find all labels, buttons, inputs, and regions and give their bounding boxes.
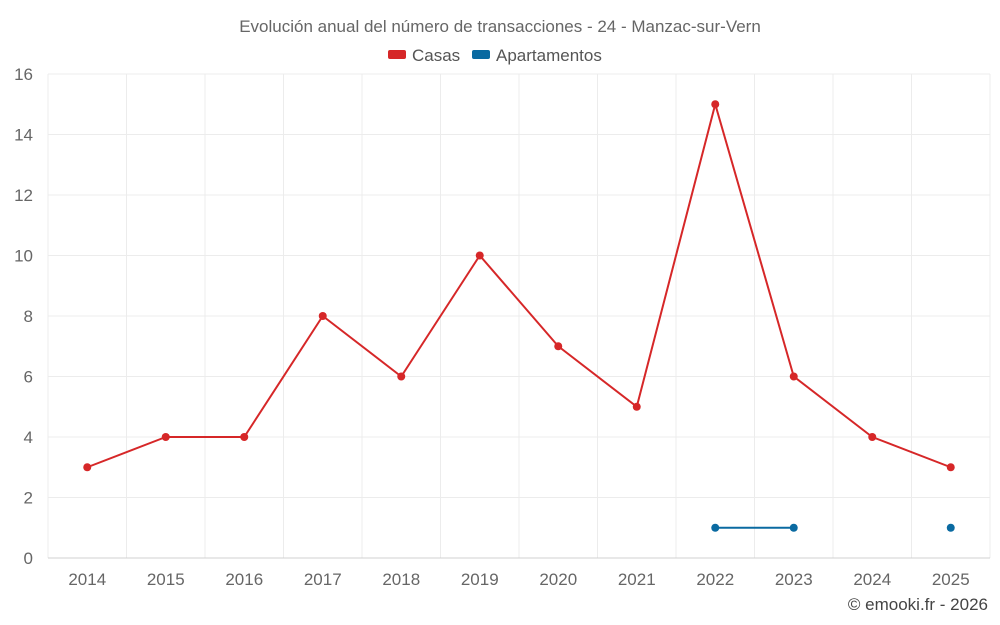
x-tick-label: 2022 [696,570,734,589]
series-line-casas [478,254,560,348]
series-line-casas [792,375,874,438]
x-tick-label: 2021 [618,570,656,589]
y-tick-label: 0 [24,549,33,568]
series-line-casas [714,103,795,378]
data-point-casas[interactable] [711,100,720,109]
data-point-apartamentos[interactable] [789,523,798,532]
series-line-casas [243,315,324,438]
x-tick-label: 2016 [225,570,263,589]
x-tick-label: 2017 [304,570,342,589]
credit-text: © emooki.fr - 2026 [848,595,988,614]
data-point-casas[interactable] [318,312,327,320]
x-tick-label: 2014 [68,570,106,589]
series-line-casas [400,254,481,378]
data-point-casas[interactable] [240,433,249,441]
y-tick-label: 16 [14,65,33,84]
y-tick-label: 8 [24,307,33,326]
legend-item-casas[interactable]: Casas [388,46,460,65]
legend[interactable]: Casas Apartamentos [388,46,602,65]
legend-swatch-apartamentos [472,50,490,59]
y-tick-label: 4 [24,428,33,447]
legend-swatch-casas [388,50,406,59]
data-point-casas[interactable] [83,463,92,472]
x-tick-label: 2015 [147,570,185,589]
x-tick-label: 2024 [853,570,891,589]
x-tick-label: 2025 [932,570,970,589]
y-tick-label: 2 [24,489,33,508]
y-tick-label: 12 [14,186,33,205]
x-axis: 2014 2015 2016 2017 2018 2019 2020 2021 2022 2023… [48,557,990,589]
x-tick-label: 2019 [461,570,499,589]
x-tick-label: 2020 [539,570,577,589]
data-point-casas[interactable] [632,402,641,411]
series-line-casas [86,436,167,469]
x-tick-label: 2018 [382,570,420,589]
grid [47,73,991,558]
series-line-casas [557,345,638,408]
data-point-casas[interactable] [554,342,563,351]
data-point-casas[interactable] [397,372,406,381]
series-layer [83,100,955,532]
data-point-casas[interactable] [868,433,877,441]
series-line-casas [321,315,403,378]
y-axis: 0 2 4 6 8 10 12 14 16 [14,65,33,568]
series-line-casas [871,436,952,469]
data-point-casas[interactable] [946,463,955,472]
chart-title: Evolución anual del número de transaccio… [239,17,761,36]
data-point-apartamentos[interactable] [711,523,720,532]
data-point-apartamentos[interactable] [946,523,955,532]
x-tick-label: 2023 [775,570,813,589]
legend-item-apartamentos[interactable]: Apartamentos [472,46,602,65]
y-tick-label: 10 [14,247,33,266]
data-point-casas[interactable] [161,433,170,441]
data-point-casas[interactable] [475,251,484,260]
legend-label-casas: Casas [412,46,460,65]
data-point-casas[interactable] [789,372,798,381]
legend-label-apartamentos: Apartamentos [496,46,602,65]
series-line-casas [635,103,717,408]
y-tick-label: 6 [24,368,33,387]
y-tick-label: 14 [14,126,33,145]
